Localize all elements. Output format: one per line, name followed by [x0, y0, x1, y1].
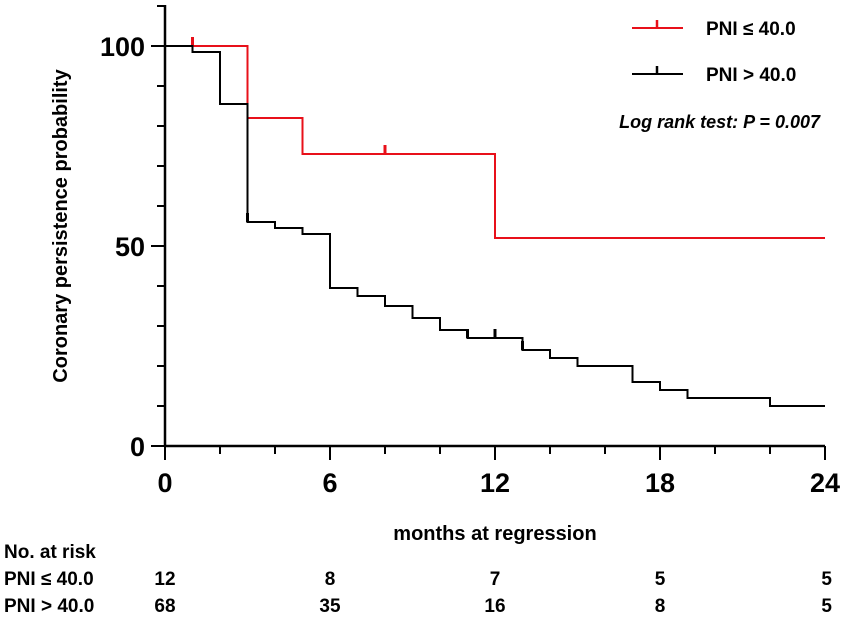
legend-label-pni-high: PNI > 40.0	[706, 65, 796, 86]
series-layer	[165, 37, 825, 407]
risk-value-row0-col0: 12	[154, 569, 175, 590]
risk-row-label-pni-high: PNI > 40.0	[4, 596, 94, 617]
x-tick-label: 6	[322, 468, 337, 498]
y-axis-label: Coronary persistence probability	[50, 68, 72, 382]
labels: Coronary persistence probability months …	[50, 68, 821, 545]
y-tick-label: 50	[115, 232, 145, 262]
x-tick-label: 0	[157, 468, 172, 498]
risk-value-row1-col0: 68	[154, 596, 175, 617]
risk-value-row1-col2: 16	[484, 596, 505, 617]
km-curve-series-0	[165, 45, 825, 239]
y-tick-label: 100	[100, 32, 145, 62]
x-tick-label: 12	[480, 468, 510, 498]
risk-values: 12 8 7 5 5 68 35 16 8 5	[154, 569, 832, 617]
risk-value-row1-col3: 8	[655, 596, 666, 617]
risk-table-title: No. at risk	[4, 542, 96, 563]
risk-value-row1-col4: 5	[821, 596, 832, 617]
risk-value-row0-col2: 7	[490, 569, 501, 590]
risk-value-row1-col1: 35	[319, 596, 341, 617]
log-rank-annotation: Log rank test: P = 0.007	[619, 112, 821, 132]
x-tick-label: 24	[810, 468, 840, 498]
legend-item-pni-low: PNI ≤ 40.0	[632, 19, 796, 40]
risk-value-row0-col3: 5	[655, 569, 666, 590]
risk-value-row0-col4: 5	[821, 569, 832, 590]
risk-row-label-pni-low: PNI ≤ 40.0	[4, 569, 94, 590]
km-curve-series-1	[165, 45, 825, 407]
x-tick-label: 18	[645, 468, 675, 498]
legend-label-pni-low: PNI ≤ 40.0	[706, 19, 796, 40]
risk-value-row0-col1: 8	[325, 569, 336, 590]
risk-table: No. at risk PNI ≤ 40.0 PNI > 40.0 12 8 7 5 5…	[4, 542, 832, 617]
axes: 0 50 100 0 6 12 18 24	[100, 5, 840, 498]
y-tick-label: 0	[130, 432, 145, 462]
legend: PNI ≤ 40.0 PNI > 40.0	[632, 19, 796, 86]
x-axis-label: months at regression	[393, 523, 596, 545]
legend-item-pni-high: PNI > 40.0	[632, 65, 796, 86]
